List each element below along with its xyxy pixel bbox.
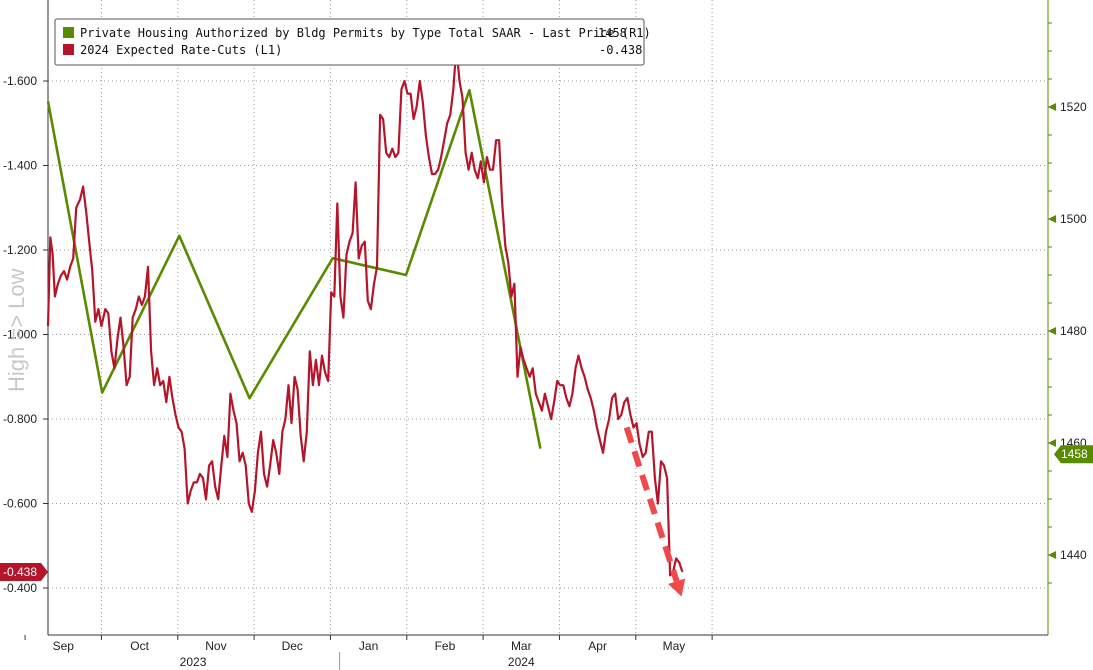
left-tick-label: -1.200 xyxy=(3,243,37,257)
legend-swatch-housing xyxy=(63,27,74,38)
x-month-label: Dec xyxy=(282,639,303,653)
x-month-label: Feb xyxy=(435,639,456,653)
series-layer xyxy=(46,46,684,577)
left-tick-label: -1.600 xyxy=(3,74,37,88)
x-month-label: Apr xyxy=(588,639,607,653)
right-tick-label: 1440 xyxy=(1060,548,1087,562)
left-last-value-badge xyxy=(0,562,48,581)
right-last-value-badge xyxy=(1054,445,1093,464)
legend-box xyxy=(54,18,645,66)
right-last-value-label: 1458 xyxy=(1061,447,1088,461)
x-month-label: Nov xyxy=(205,639,226,653)
x-month-label: Oct xyxy=(130,639,149,653)
x-month-label: Mar xyxy=(511,639,532,653)
legend-label-ratecuts: 2024 Expected Rate-Cuts (L1) xyxy=(80,43,282,57)
legend-value-housing: 1458 xyxy=(598,26,627,40)
trend-arrow-shaft xyxy=(623,426,680,583)
x-month-label: May xyxy=(663,639,686,653)
annotation-layer xyxy=(623,426,686,597)
x-year-label: 2024 xyxy=(508,655,535,669)
legend-label-housing: Private Housing Authorized by Bldg Permi… xyxy=(80,26,651,40)
left-tick-label: -0.400 xyxy=(3,581,37,595)
x-month-label: Jan xyxy=(359,639,378,653)
legend: Private Housing Authorized by Bldg Permi… xyxy=(54,18,651,66)
left-tick-label: -1.400 xyxy=(3,159,37,173)
series-line-ratecuts xyxy=(46,46,684,577)
x-year-label: 2023 xyxy=(180,655,207,669)
right-tick-label: 1480 xyxy=(1060,324,1087,338)
left-axis-title: High => Low xyxy=(4,268,29,392)
left-tick-label: -0.600 xyxy=(3,497,37,511)
left-tick-label: -0.800 xyxy=(3,412,37,426)
x-month-label: Sep xyxy=(53,639,75,653)
legend-value-ratecuts: -0.438 xyxy=(599,43,642,57)
gridlines xyxy=(48,0,1048,635)
left-last-value-label: -0.438 xyxy=(3,565,37,579)
right-tick-label: 1500 xyxy=(1060,212,1087,226)
right-tick-label: 1520 xyxy=(1060,100,1087,114)
legend-swatch-ratecuts xyxy=(63,44,74,55)
left-tick-label: -1.000 xyxy=(3,328,37,342)
trend-arrow-head xyxy=(668,578,686,597)
